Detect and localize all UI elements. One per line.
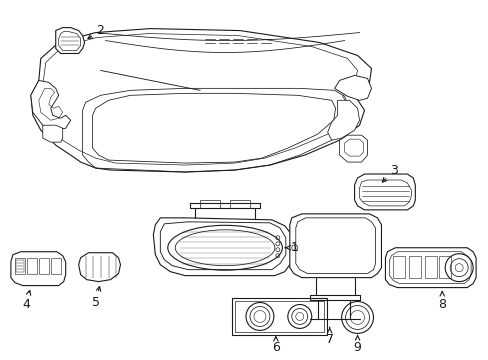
Bar [27, 258, 37, 274]
Circle shape [341, 302, 373, 333]
Circle shape [287, 305, 311, 328]
Text: 1: 1 [285, 241, 298, 254]
Bar [235, 301, 323, 332]
Polygon shape [339, 135, 367, 162]
Polygon shape [327, 100, 359, 140]
Bar [425, 256, 436, 278]
Bar [229, 200, 249, 208]
Polygon shape [79, 253, 120, 282]
Polygon shape [56, 28, 84, 54]
Bar [15, 258, 25, 274]
Polygon shape [385, 248, 475, 288]
Text: 8: 8 [437, 292, 446, 311]
Text: 9: 9 [353, 335, 361, 354]
Text: 4: 4 [22, 291, 31, 311]
Bar [393, 256, 405, 278]
Text: 7: 7 [325, 327, 333, 346]
Polygon shape [31, 80, 71, 130]
Bar [51, 258, 61, 274]
Bar [438, 256, 450, 278]
Bar [39, 258, 49, 274]
Polygon shape [42, 125, 62, 142]
Circle shape [245, 302, 273, 330]
Text: 5: 5 [91, 287, 101, 309]
Bar [16, 260, 24, 272]
Polygon shape [11, 252, 65, 285]
Bar [200, 200, 220, 208]
Text: 2: 2 [88, 24, 104, 39]
Text: 3: 3 [382, 163, 398, 182]
Polygon shape [31, 28, 371, 172]
Polygon shape [153, 218, 293, 276]
Text: 6: 6 [271, 337, 279, 354]
Polygon shape [289, 214, 381, 278]
Polygon shape [334, 75, 371, 100]
Bar [232, 298, 326, 336]
Polygon shape [354, 174, 414, 210]
Bar [408, 256, 421, 278]
